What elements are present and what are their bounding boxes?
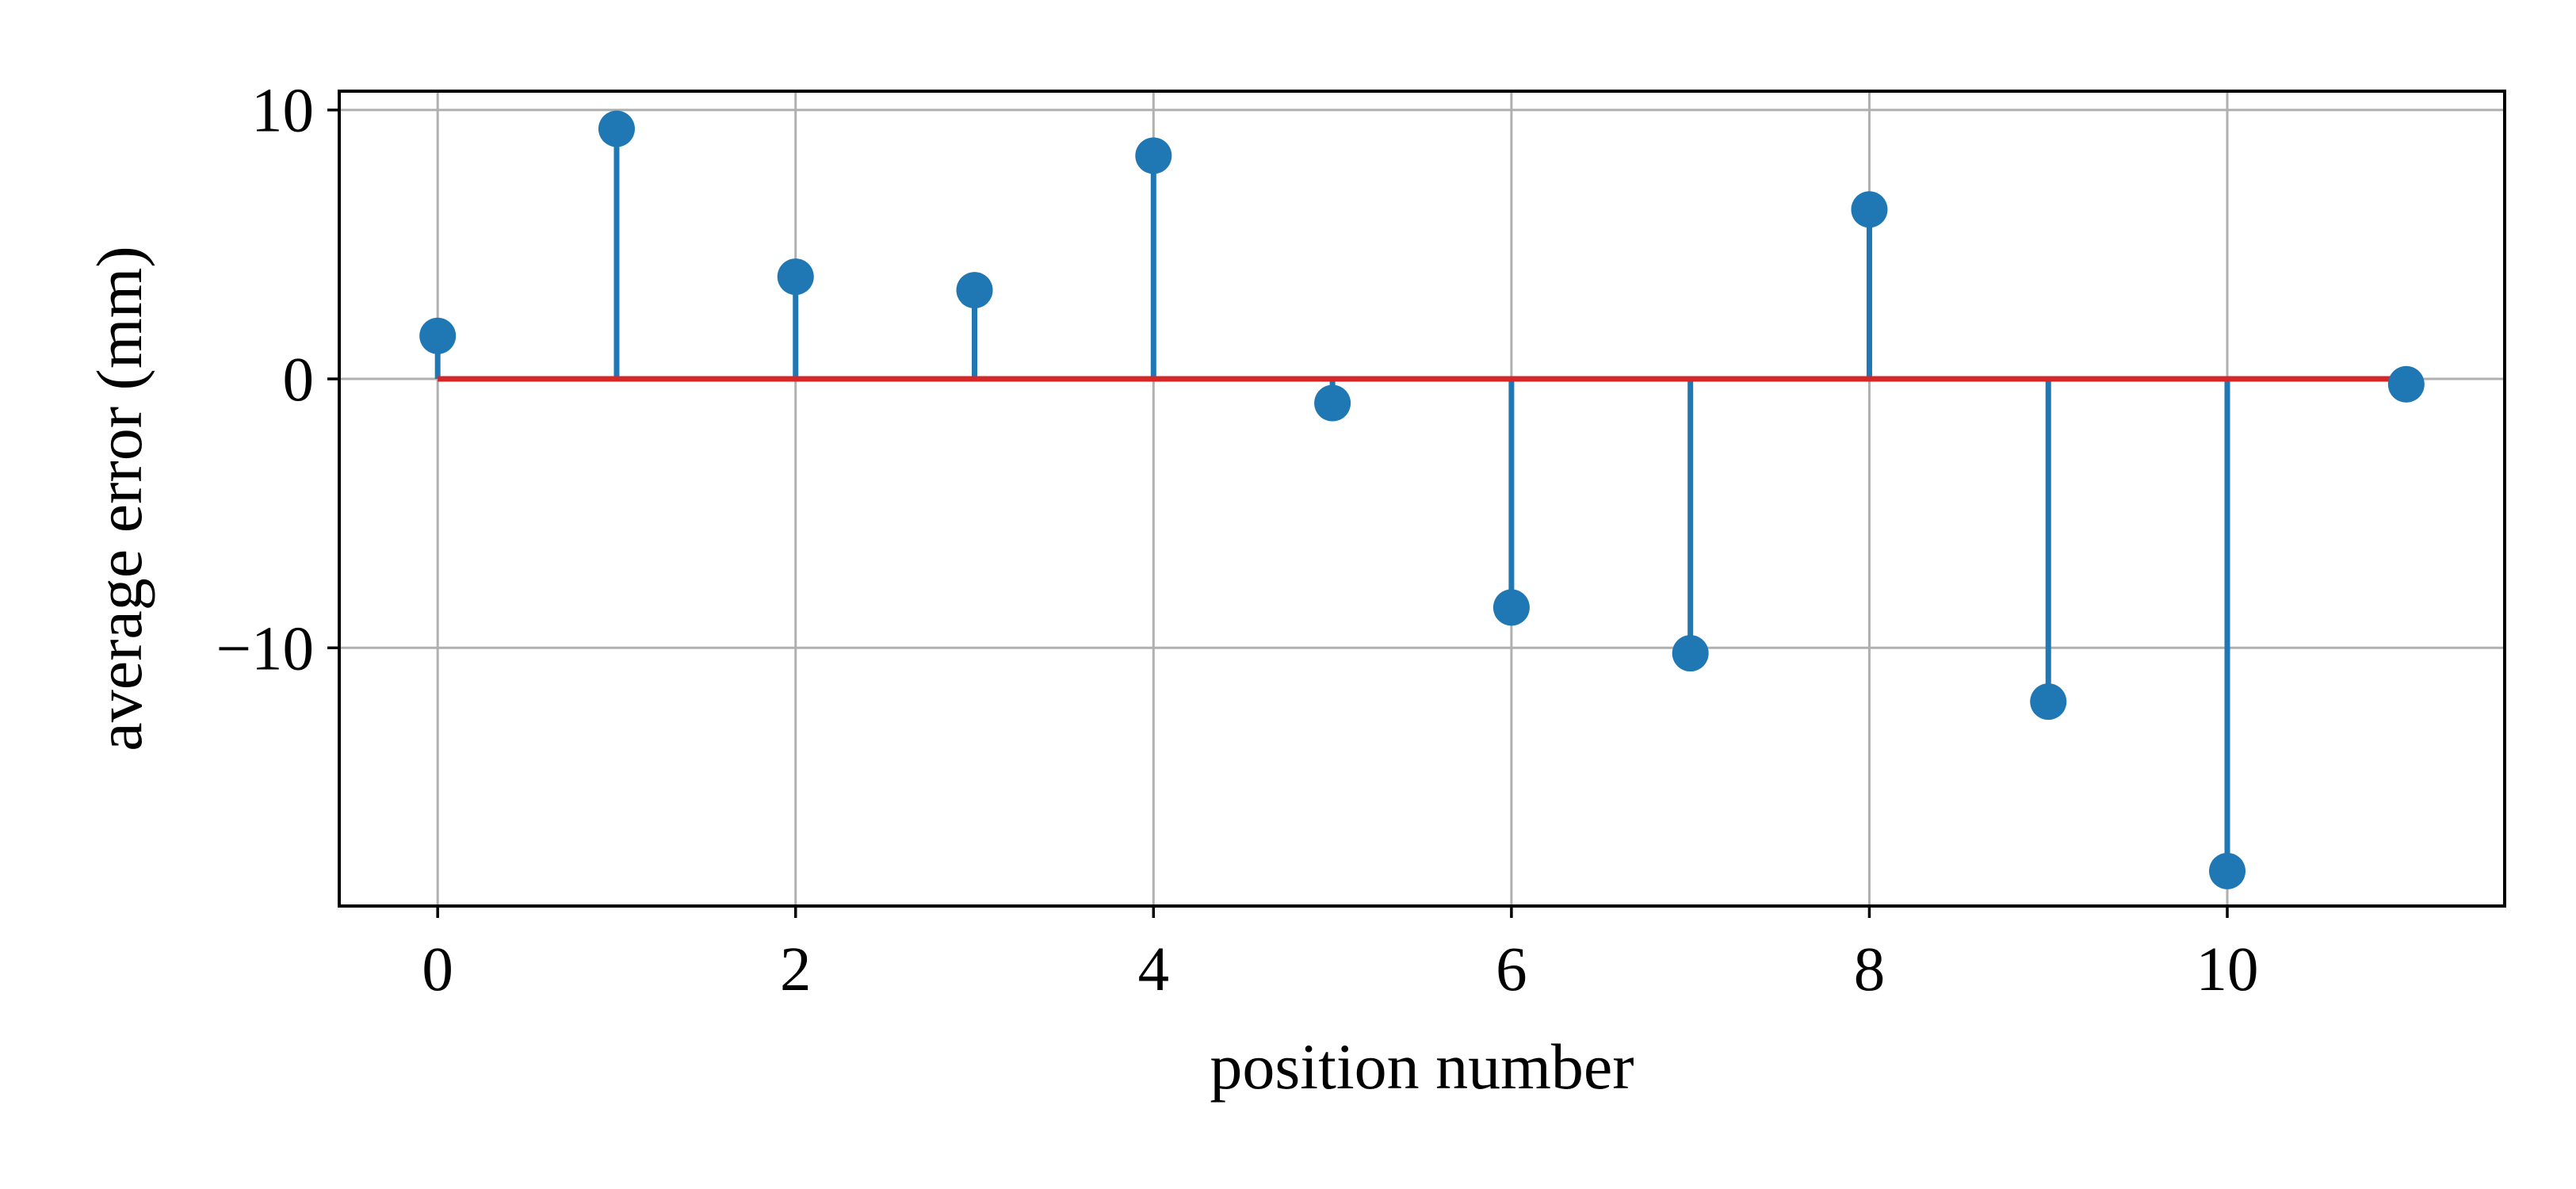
y-tick-label: 0 [283,346,315,415]
y-axis-ticks: 10 0 −10 [216,77,339,683]
markers [419,110,2425,889]
stem-marker [777,258,814,296]
x-tick-label: 2 [780,935,812,1004]
stem-marker [1314,384,1351,422]
stem-marker [1672,635,1709,672]
plot-frame [338,90,2506,908]
stem-marker [419,317,457,354]
x-axis-label: position number [1210,1030,1634,1103]
y-tick-label: −10 [216,614,314,683]
x-tick-label: 8 [1854,935,1886,1004]
x-tick-label: 6 [1496,935,1527,1004]
stem-marker [2030,683,2067,721]
stem-marker [2209,852,2246,889]
stem-marker [1135,137,1172,174]
x-axis-ticks: 0 2 4 6 8 10 [422,906,2259,1004]
stem-marker [1851,191,1888,228]
stem-marker [1492,589,1530,626]
x-tick-label: 0 [422,935,453,1004]
stem-marker [956,272,993,309]
stem-marker [2387,365,2425,403]
x-tick-label: 4 [1138,935,1170,1004]
x-tick-label: 10 [2196,935,2259,1004]
y-axis-label: average error (mm) [83,246,155,751]
stem-marker [598,110,635,147]
y-tick-label: 10 [251,77,314,146]
